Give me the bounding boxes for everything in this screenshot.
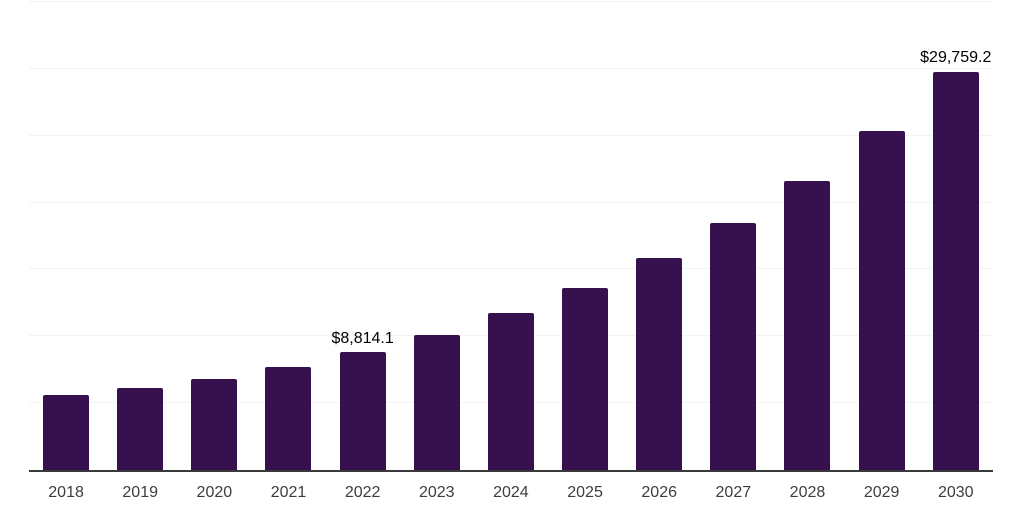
gridline-15000	[29, 268, 993, 270]
bar-slot-2018	[43, 2, 90, 470]
bar-slot-2026	[636, 2, 683, 470]
bar-2025[interactable]	[562, 287, 609, 470]
bar-2021[interactable]	[265, 366, 312, 470]
x-tick-label-2030: 2030	[937, 484, 974, 501]
x-tick-label-2027: 2027	[715, 484, 752, 501]
x-axis-labels: 2018 2019 2020 2021 2022 2023 2024 2025 2026 2027…	[29, 483, 993, 502]
plot-area: $8,814.1 $29,759.2	[29, 1, 993, 472]
bar-slot-2023	[413, 2, 460, 470]
x-tick-label-2028: 2028	[789, 484, 826, 501]
bar-slot-2027	[710, 2, 757, 470]
bar-2030[interactable]	[932, 72, 979, 470]
gridline-20000	[29, 201, 993, 203]
gridline-35000	[29, 1, 993, 2]
x-tick-label-2025: 2025	[567, 484, 603, 501]
bar-slot-2030: $29,759.2	[920, 2, 991, 470]
x-tick-label-2021: 2021	[270, 484, 307, 501]
gridline-25000	[29, 134, 993, 136]
bar-2029[interactable]	[858, 130, 905, 470]
bar-slot-2022: $8,814.1	[331, 2, 394, 470]
x-tick-label-2029: 2029	[863, 484, 900, 501]
bar-slot-2029	[858, 2, 905, 470]
bar-slot-2020	[191, 2, 238, 470]
gridline-30000	[29, 67, 993, 69]
x-tick-label-2023: 2023	[418, 484, 455, 501]
bar-value-label-2030: $29,759.2	[920, 49, 992, 67]
bar-slot-2028	[784, 2, 831, 470]
bar-slot-2021	[265, 2, 312, 470]
x-tick-label-2026: 2026	[641, 484, 677, 501]
bar-2022[interactable]	[339, 352, 386, 470]
x-tick-label-2022: 2022	[344, 484, 381, 501]
bar-2019[interactable]	[117, 387, 164, 470]
x-tick-label-2024: 2024	[493, 484, 529, 501]
bar-slot-2019	[117, 2, 164, 470]
bar-2023[interactable]	[413, 334, 460, 470]
bar-2028[interactable]	[784, 181, 831, 470]
x-tick-label-2020: 2020	[196, 484, 233, 501]
bar-2024[interactable]	[487, 312, 534, 470]
bar-2020[interactable]	[191, 378, 238, 470]
x-tick-label-2018: 2018	[48, 484, 84, 501]
bar-2018[interactable]	[43, 395, 90, 470]
bar-slot-2024	[487, 2, 534, 470]
bars-row: $8,814.1 $29,759.2	[29, 2, 993, 470]
bar-slot-2025	[562, 2, 609, 470]
bar-2027[interactable]	[710, 223, 757, 470]
x-tick-label-2019: 2019	[122, 484, 158, 501]
bar-value-label-2022: $8,814.1	[331, 329, 394, 347]
bar-2026[interactable]	[636, 258, 683, 470]
